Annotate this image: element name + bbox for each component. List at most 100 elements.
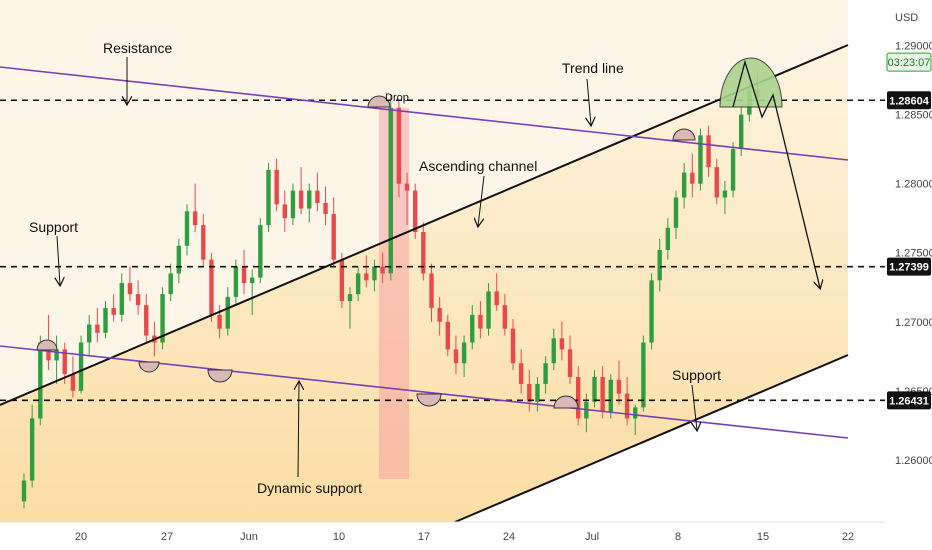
candle — [673, 190, 679, 239]
candle — [21, 473, 27, 509]
candle — [527, 370, 532, 412]
candle — [486, 283, 491, 336]
support-right-arrow — [692, 384, 697, 430]
touch-marker — [367, 95, 391, 108]
touch-marker — [416, 393, 442, 407]
annotation-support-right: Support — [672, 367, 721, 383]
candle — [518, 349, 524, 394]
candle — [29, 404, 35, 488]
trend-line — [0, 44, 849, 406]
svg-text:1.26431: 1.26431 — [889, 395, 929, 407]
candle — [567, 335, 573, 384]
candle — [510, 319, 516, 371]
candle — [290, 183, 296, 226]
time-tick: Jun — [240, 531, 258, 543]
time-axis[interactable] — [0, 522, 885, 550]
candle — [127, 266, 133, 302]
candle — [372, 259, 377, 292]
candle — [87, 314, 92, 357]
ascending-channel-zone — [0, 45, 848, 522]
candle — [543, 356, 548, 394]
svg-text:03:23:07: 03:23:07 — [888, 57, 931, 69]
time-tick: 10 — [333, 531, 345, 543]
candle — [592, 370, 597, 408]
candle — [176, 238, 182, 284]
candle — [78, 335, 84, 394]
annotation-ascending-channel: Ascending channel — [419, 158, 537, 174]
candle — [250, 269, 255, 315]
candle — [339, 252, 345, 308]
candle — [461, 335, 467, 377]
candle — [657, 238, 662, 292]
candle — [576, 365, 581, 426]
time-tick: 17 — [418, 531, 430, 543]
candle — [298, 167, 304, 215]
candle — [706, 125, 711, 177]
candle — [70, 356, 76, 398]
trend-line-arrow — [587, 78, 591, 125]
candle — [502, 294, 508, 336]
annotation-support-left: Support — [29, 219, 78, 235]
dynamic-support-arrow — [298, 382, 299, 478]
candle — [144, 294, 149, 343]
candle — [258, 218, 263, 284]
drop-zone — [379, 108, 409, 479]
price-axis-ticks: 1.290001.285001.280001.275001.270001.265… — [895, 41, 932, 467]
candle — [600, 365, 605, 419]
candle — [95, 307, 100, 343]
candle — [722, 180, 728, 215]
candle — [168, 263, 173, 302]
annotation-resistance: Resistance — [103, 40, 172, 56]
candle — [494, 273, 499, 311]
touch-marker — [207, 369, 233, 383]
candle — [315, 172, 320, 212]
candle — [624, 377, 630, 426]
candle — [690, 153, 695, 198]
candle — [184, 204, 190, 256]
svg-text:1.27399: 1.27399 — [889, 262, 929, 274]
touch-marker — [553, 395, 579, 409]
candle — [331, 197, 336, 267]
candle — [453, 335, 459, 375]
price-label: 1.26431 — [887, 391, 931, 410]
candle — [429, 263, 434, 322]
candle — [404, 172, 410, 226]
candle — [559, 321, 565, 361]
time-tick: 15 — [757, 531, 769, 543]
time-tick: 8 — [675, 531, 681, 543]
candle — [54, 335, 59, 384]
candle — [323, 186, 328, 226]
touch-marker — [36, 339, 58, 351]
candle — [730, 142, 736, 198]
price-tick: 1.27000 — [895, 317, 932, 329]
candle — [307, 183, 312, 223]
candle — [413, 183, 418, 239]
candle — [421, 222, 426, 281]
candle — [119, 273, 124, 322]
candle — [608, 374, 613, 419]
touch-marker — [672, 128, 696, 141]
candle — [380, 252, 385, 284]
candle — [355, 266, 361, 302]
price-labels: 03:23:07 1.28604 1.27399 1.26431 — [886, 52, 932, 410]
dynamic-support-line — [0, 345, 849, 439]
touch-marker — [138, 361, 160, 373]
support-left-arrow — [57, 235, 60, 285]
annotation-trend-line: Trend line — [562, 60, 624, 76]
candle — [641, 335, 646, 412]
candle — [551, 328, 556, 371]
candle — [347, 287, 353, 329]
price-label: 1.28604 — [887, 91, 931, 110]
price-tick: 1.29000 — [895, 41, 932, 53]
candle — [681, 162, 687, 209]
candle — [192, 183, 198, 232]
candle — [396, 100, 402, 198]
candle — [445, 314, 450, 357]
candle — [274, 158, 279, 212]
candle — [633, 404, 638, 435]
candle — [535, 377, 540, 412]
candle — [241, 249, 247, 295]
candle — [616, 360, 622, 405]
channel-lower-line — [454, 354, 849, 523]
